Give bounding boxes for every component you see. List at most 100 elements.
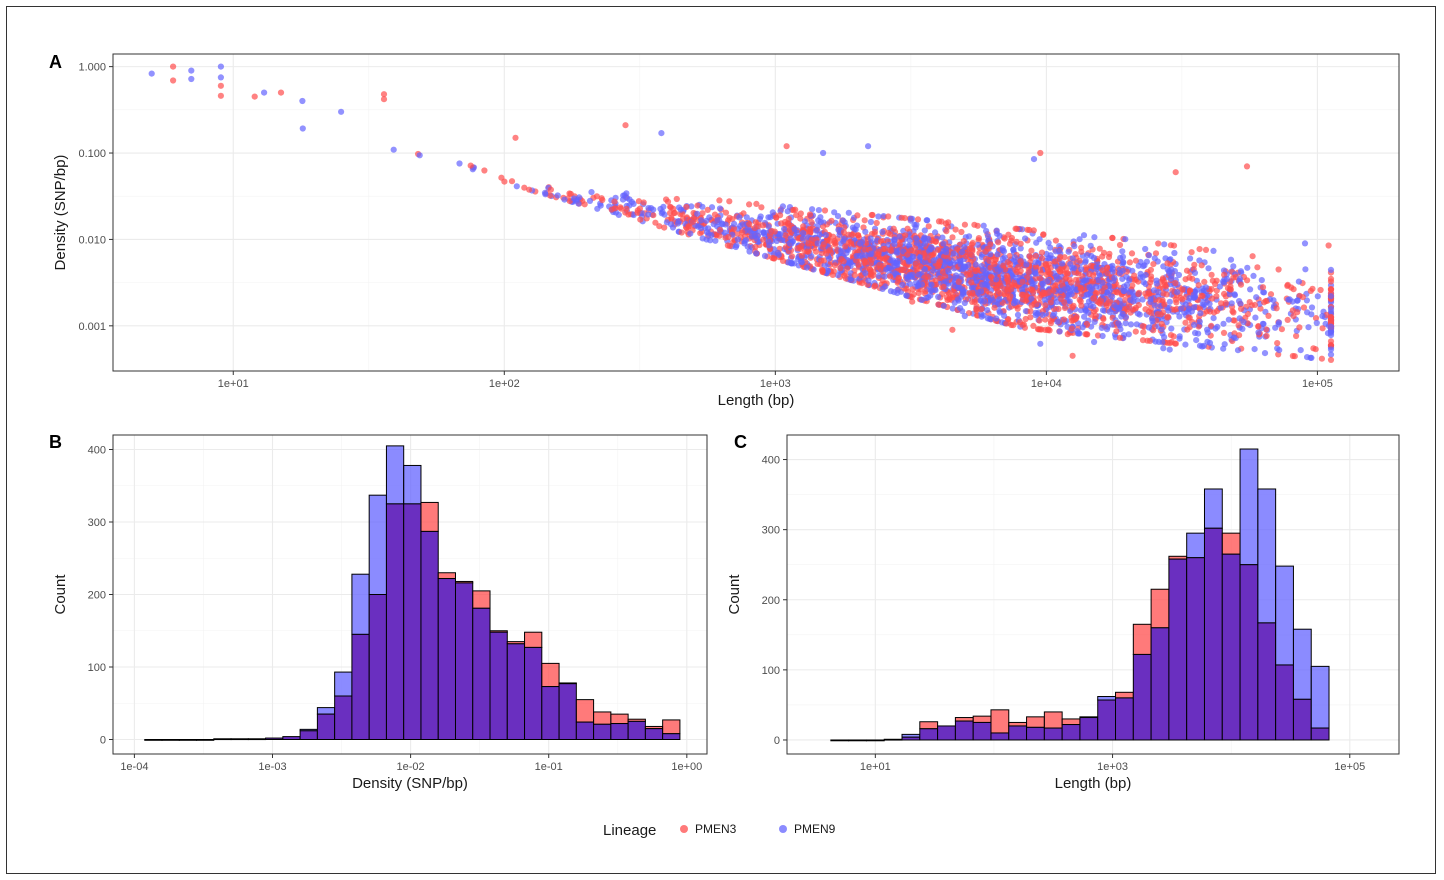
point-pmen9 — [1000, 248, 1008, 255]
legend-marker-pmen3 — [680, 825, 688, 833]
point-pmen3 — [1017, 240, 1024, 247]
point-pmen9 — [918, 281, 926, 288]
point-pmen9 — [1307, 354, 1314, 361]
point-pmen9 — [853, 252, 860, 260]
bar-pmen3 — [593, 711, 612, 725]
point-pmen9 — [940, 302, 947, 309]
point-pmen3 — [498, 174, 505, 181]
point-pmen9 — [1188, 308, 1195, 315]
point-pmen9 — [800, 230, 807, 237]
bar-pmen3 — [972, 715, 992, 723]
point-pmen9 — [188, 67, 195, 74]
point-pmen9 — [826, 255, 833, 262]
point-pmen9 — [1122, 320, 1129, 327]
point-pmen3 — [667, 204, 674, 211]
point-pmen9 — [456, 160, 463, 167]
point-pmen3 — [972, 268, 979, 275]
point-pmen3 — [1327, 285, 1335, 293]
bar-overlap — [830, 739, 850, 742]
bar-overlap — [489, 631, 508, 741]
point-pmen9 — [1231, 292, 1238, 299]
point-pmen9 — [1217, 304, 1224, 311]
point-pmen3 — [1113, 328, 1120, 335]
point-pmen3 — [1319, 325, 1326, 332]
point-pmen9 — [927, 287, 934, 294]
point-pmen9 — [845, 209, 852, 216]
bar-pmen3 — [437, 572, 456, 580]
bar-pmen3 — [1008, 721, 1028, 727]
point-pmen3 — [896, 241, 903, 248]
point-pmen9 — [1052, 262, 1059, 269]
point-pmen3 — [634, 209, 641, 216]
point-pmen3 — [960, 238, 967, 245]
point-pmen9 — [1001, 312, 1008, 319]
point-pmen9 — [979, 281, 986, 288]
point-pmen3 — [521, 184, 528, 191]
point-pmen9 — [980, 222, 987, 229]
point-pmen9 — [879, 228, 886, 235]
point-pmen9 — [1099, 307, 1107, 314]
point-pmen3 — [1139, 323, 1146, 330]
point-pmen9 — [1072, 286, 1080, 293]
point-pmen3 — [808, 236, 815, 243]
point-pmen9 — [774, 249, 781, 256]
point-pmen3 — [1148, 309, 1155, 316]
point-pmen9 — [645, 211, 652, 218]
point-pmen9 — [1147, 296, 1154, 303]
point-pmen9 — [808, 253, 815, 260]
bar-pmen9 — [334, 671, 353, 697]
point-pmen3 — [895, 274, 902, 281]
point-pmen9 — [1133, 321, 1140, 328]
point-pmen9 — [1153, 280, 1160, 287]
point-pmen9 — [721, 229, 728, 236]
point-pmen9 — [1272, 324, 1279, 331]
panel-a-y-tick-label: 0.100 — [78, 148, 106, 160]
bar-overlap — [437, 578, 456, 740]
point-pmen9 — [791, 225, 798, 233]
point-pmen9 — [994, 266, 1001, 273]
point-pmen3 — [851, 272, 858, 279]
point-pmen9 — [983, 227, 990, 235]
bar-overlap — [558, 683, 577, 740]
point-pmen3 — [1044, 327, 1051, 334]
point-pmen3 — [871, 282, 879, 289]
point-pmen3 — [829, 271, 836, 278]
point-pmen9 — [1252, 314, 1259, 321]
point-pmen3 — [1150, 261, 1157, 268]
point-pmen9 — [1080, 232, 1088, 239]
point-pmen3 — [752, 219, 759, 226]
point-pmen9 — [1166, 346, 1173, 353]
point-pmen9 — [1327, 351, 1335, 358]
point-pmen9 — [1206, 339, 1214, 346]
point-pmen3 — [804, 248, 811, 255]
bar-overlap — [420, 530, 439, 740]
bar-overlap — [575, 721, 595, 740]
point-pmen9 — [588, 189, 595, 196]
point-pmen3 — [1001, 291, 1008, 298]
point-pmen3 — [1278, 326, 1285, 333]
point-pmen9 — [893, 248, 900, 255]
bar-overlap — [610, 723, 629, 740]
point-pmen3 — [1164, 260, 1171, 267]
point-pmen9 — [217, 63, 224, 70]
point-pmen3 — [854, 212, 861, 219]
point-pmen9 — [1071, 243, 1078, 250]
point-pmen3 — [797, 245, 804, 252]
point-pmen3 — [1244, 277, 1251, 284]
point-pmen9 — [1022, 235, 1029, 242]
point-pmen9 — [787, 260, 794, 267]
point-pmen3 — [760, 222, 767, 229]
point-pmen9 — [594, 205, 601, 212]
point-pmen9 — [1301, 240, 1309, 247]
point-pmen3 — [1033, 301, 1040, 308]
point-pmen3 — [277, 89, 285, 96]
point-pmen3 — [640, 199, 647, 206]
point-pmen3 — [1327, 356, 1335, 363]
bar-pmen3 — [1221, 532, 1241, 555]
point-pmen9 — [1178, 305, 1185, 312]
bar-pmen9 — [1186, 532, 1205, 559]
point-pmen9 — [862, 228, 869, 235]
bar-overlap — [1097, 699, 1117, 741]
point-pmen9 — [1028, 295, 1035, 302]
point-pmen3 — [1147, 279, 1154, 286]
